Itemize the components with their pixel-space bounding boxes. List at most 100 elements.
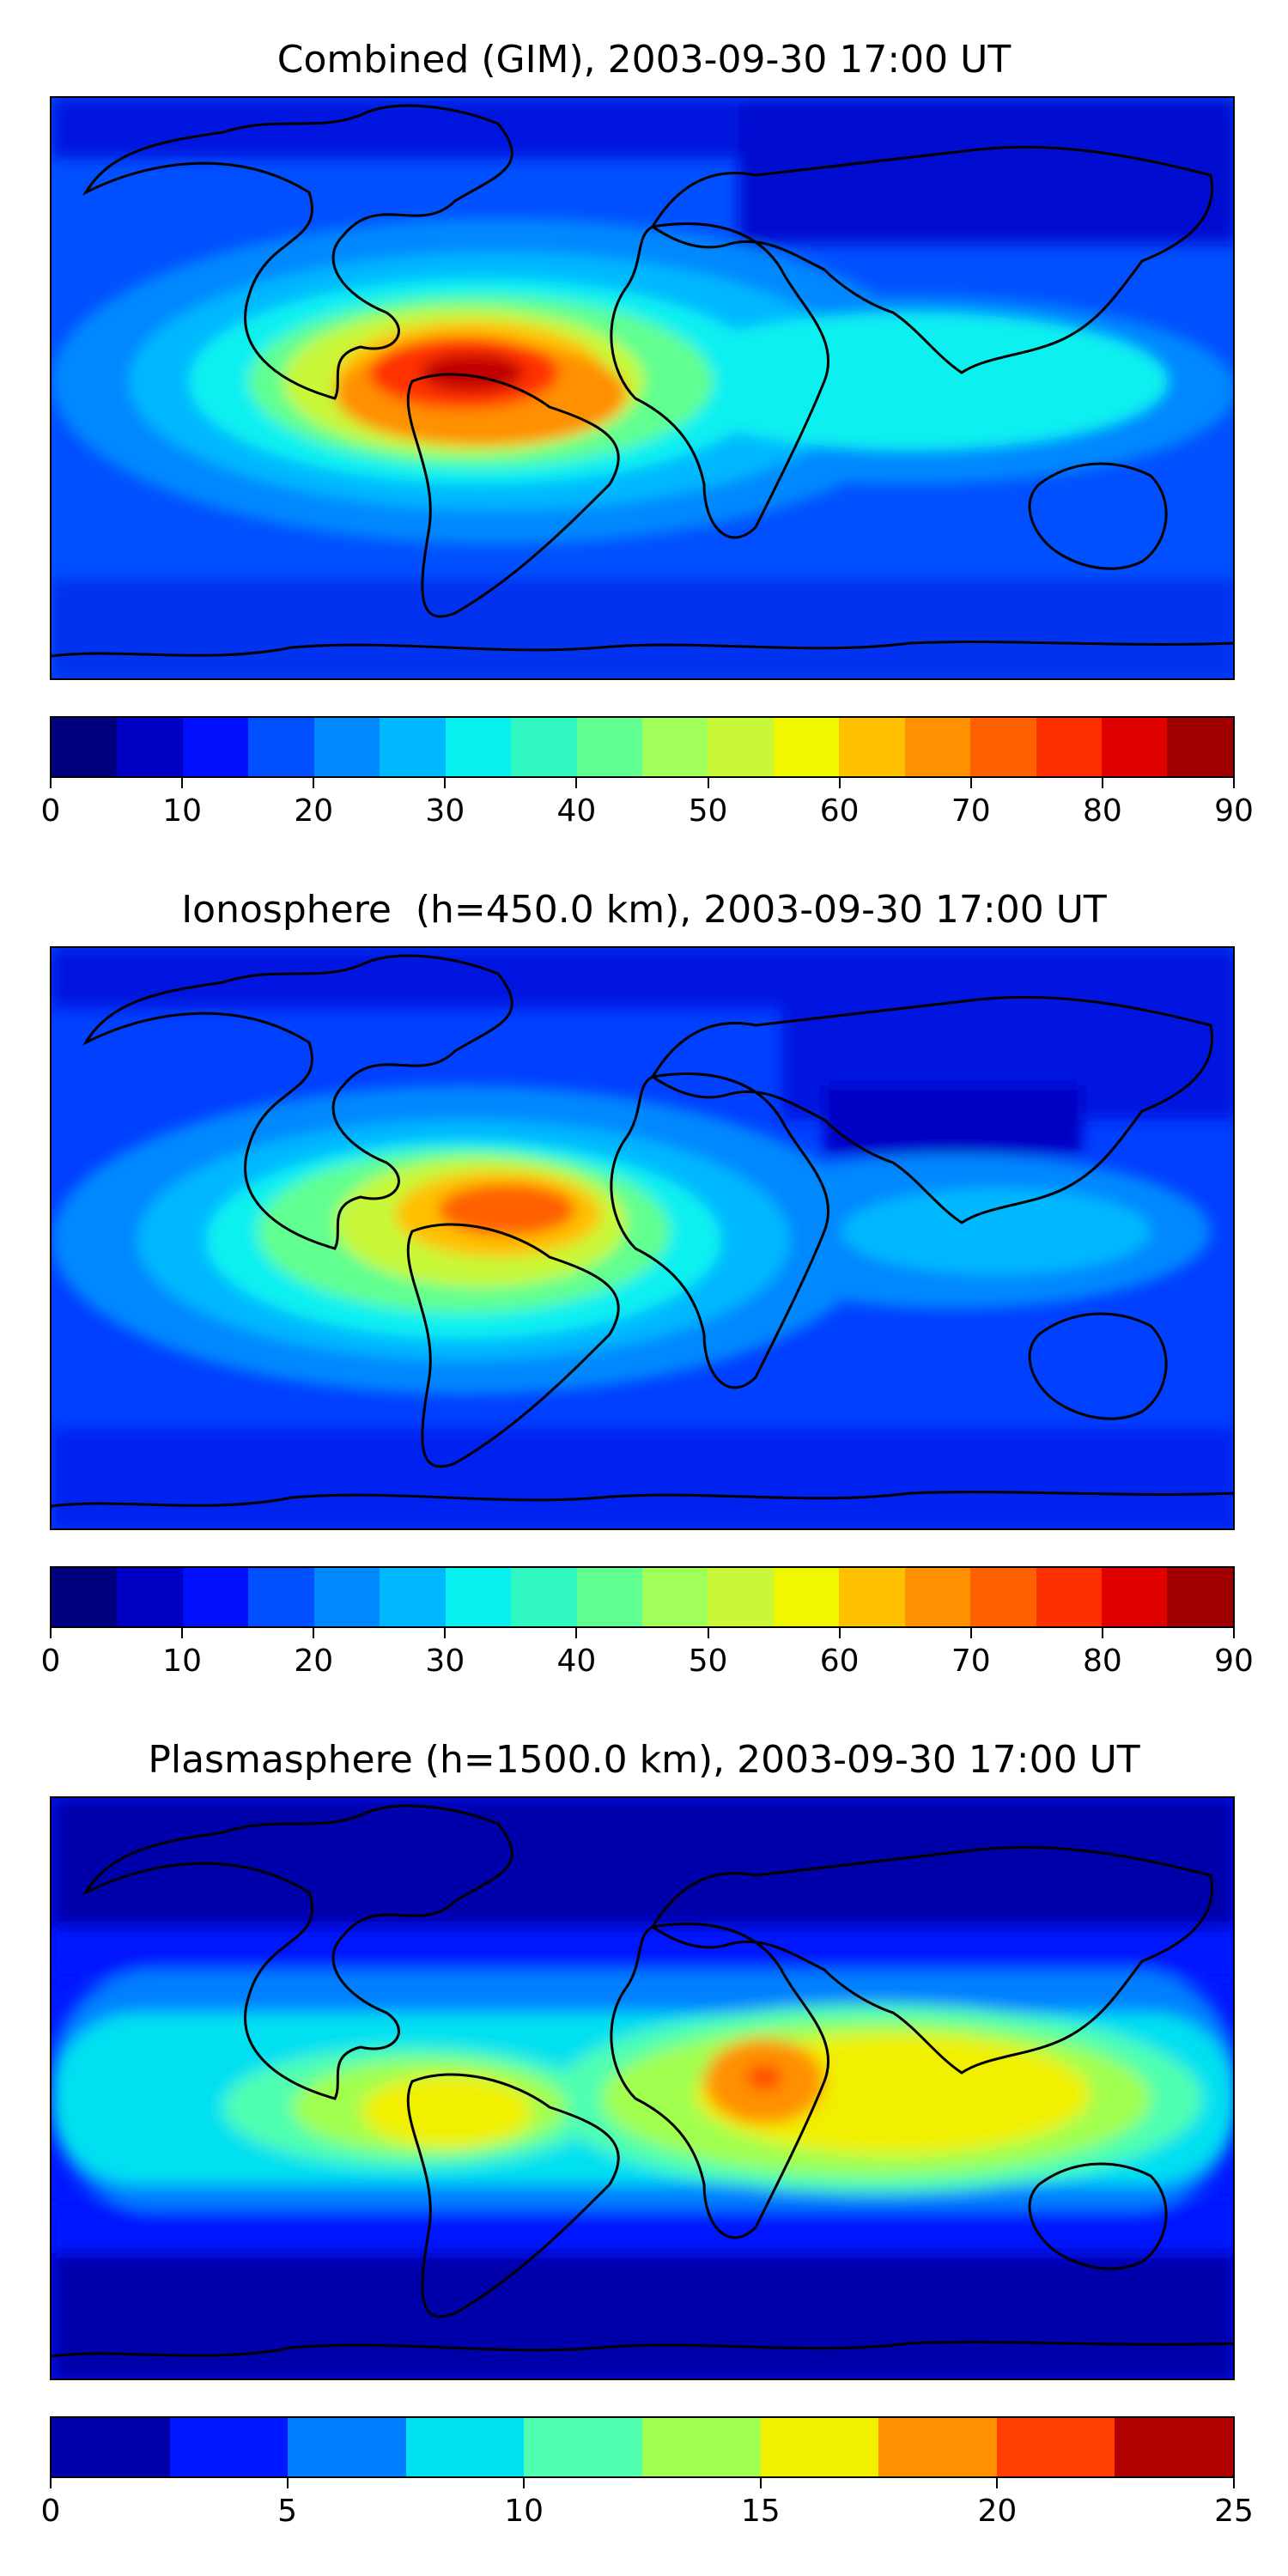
colorbar-segment <box>511 1568 576 1626</box>
colorbar-segment <box>1102 1568 1167 1626</box>
colorbar-tick-label: 20 <box>977 2494 1017 2529</box>
colorbar-segment <box>1115 2418 1233 2476</box>
colorbar-tick-mark <box>1102 778 1103 788</box>
colorbar-tick-label: 10 <box>504 2494 544 2529</box>
panel-3-colorbar <box>50 2416 1235 2478</box>
colorbar-tick-mark <box>313 1628 314 1638</box>
colorbar-segment <box>314 1568 380 1626</box>
panel-2-colorbar-ticks: 0 10 20 30 40 50 60 70 80 90 <box>50 1628 1235 1680</box>
colorbar-segment <box>761 2418 879 2476</box>
colorbar-segment <box>774 1568 839 1626</box>
colorbar-tick-mark <box>523 2478 525 2488</box>
colorbar-tick-label: 60 <box>820 793 860 829</box>
colorbar-tick-mark <box>50 2478 52 2488</box>
colorbar-segment <box>839 718 904 776</box>
panel-2-colorbar <box>50 1566 1235 1628</box>
colorbar-tick-mark <box>839 1628 841 1638</box>
polar-band-south <box>52 2253 1235 2380</box>
colorbar-tick-mark <box>708 778 709 788</box>
colorbar-tick-label: 50 <box>689 1643 728 1679</box>
colorbar-tick-label: 50 <box>689 793 728 829</box>
colorbar-segment <box>878 2418 997 2476</box>
colorbar-segment <box>970 718 1036 776</box>
colorbar-tick-mark <box>1102 1628 1103 1638</box>
colorbar-segment <box>511 718 576 776</box>
colorbar-tick-label: 10 <box>162 793 202 829</box>
colorbar-tick-mark <box>181 1628 183 1638</box>
panel-3-map <box>50 1796 1235 2380</box>
panel-2-title: Ionosphere (h=450.0 km), 2003-09-30 17:0… <box>0 888 1288 932</box>
panel-2-map <box>50 946 1235 1530</box>
colorbar-tick-label: 20 <box>294 793 333 829</box>
colorbar-tick-label: 80 <box>1083 793 1122 829</box>
colorbar-tick-mark <box>575 1628 577 1638</box>
colorbar-segment <box>380 718 445 776</box>
colorbar-tick-label: 30 <box>425 793 465 829</box>
polar-band-north <box>52 1798 1235 1944</box>
colorbar-segment <box>577 1568 642 1626</box>
colorbar-tick-label: 40 <box>557 1643 597 1679</box>
colorbar-segment <box>52 2418 170 2476</box>
colorbar-segment <box>642 1568 708 1626</box>
panel-3-map-svg <box>52 1798 1235 2380</box>
colorbar-tick-label: 25 <box>1214 2494 1254 2529</box>
colorbar-segment <box>1102 718 1167 776</box>
polar-band-south <box>52 1429 1235 1530</box>
colorbar-tick-mark <box>287 2478 289 2488</box>
panel-3-title: Plasmasphere (h=1500.0 km), 2003-09-30 1… <box>0 1738 1288 1782</box>
colorbar-segment <box>446 718 511 776</box>
colorbar-segment <box>577 718 642 776</box>
colorbar-segment <box>406 2418 525 2476</box>
colorbar-tick-label: 30 <box>425 1643 465 1679</box>
colorbar-tick-mark <box>444 778 446 788</box>
colorbar-tick-mark <box>970 778 972 788</box>
colorbar-tick-mark <box>1233 778 1235 788</box>
colorbar-segment <box>380 1568 445 1626</box>
colorbar-tick-label: 80 <box>1083 1643 1122 1679</box>
colorbar-tick-label: 70 <box>951 793 991 829</box>
colorbar-tick-mark <box>1233 1628 1235 1638</box>
panel-1-colorbar <box>50 716 1235 778</box>
colorbar-segment <box>708 1568 773 1626</box>
colorbar-tick-label: 5 <box>277 2494 297 2529</box>
colorbar-tick-label: 10 <box>162 1643 202 1679</box>
colorbar-segment <box>905 1568 970 1626</box>
colorbar-segment <box>170 2418 289 2476</box>
colorbar-segment <box>997 2418 1115 2476</box>
colorbar-segment <box>52 718 117 776</box>
colorbar-segment <box>117 718 182 776</box>
panel-1-map-svg <box>52 98 1235 680</box>
panel-1-colorbar-ticks: 0 10 20 30 40 50 60 70 80 90 <box>50 778 1235 829</box>
colorbar-segment <box>774 718 839 776</box>
panel-3-colorbar-ticks: 0 5 10 15 20 25 <box>50 2478 1235 2530</box>
colorbar-segment <box>183 1568 248 1626</box>
colorbar-segment <box>708 718 773 776</box>
colorbar-segment <box>642 2418 761 2476</box>
colorbar-tick-mark <box>181 778 183 788</box>
colorbar-tick-mark <box>839 778 841 788</box>
polar-band-south <box>52 579 1235 680</box>
colorbar-tick-mark <box>996 2478 998 2488</box>
colorbar-tick-label: 15 <box>741 2494 781 2529</box>
colorbar-tick-label: 0 <box>41 1643 61 1679</box>
colorbar-tick-mark <box>1233 2478 1235 2488</box>
colorbar-tick-mark <box>970 1628 972 1638</box>
colorbar-tick-label: 60 <box>820 1643 860 1679</box>
colorbar-segment <box>446 1568 511 1626</box>
colorbar-segment <box>1036 1568 1102 1626</box>
colorbar-tick-mark <box>50 1628 52 1638</box>
colorbar-segment <box>183 718 248 776</box>
panel-2-map-svg <box>52 948 1235 1530</box>
colorbar-tick-label: 0 <box>41 2494 61 2529</box>
colorbar-tick-label: 20 <box>294 1643 333 1679</box>
colorbar-segment <box>248 718 313 776</box>
colorbar-tick-mark <box>760 2478 762 2488</box>
colorbar-tick-mark <box>575 778 577 788</box>
colorbar-segment <box>970 1568 1036 1626</box>
colorbar-tick-label: 40 <box>557 793 597 829</box>
panel-1-map <box>50 96 1235 680</box>
colorbar-segment <box>1036 718 1102 776</box>
colorbar-tick-mark <box>708 1628 709 1638</box>
colorbar-segment <box>314 718 380 776</box>
colorbar-segment <box>1167 718 1232 776</box>
